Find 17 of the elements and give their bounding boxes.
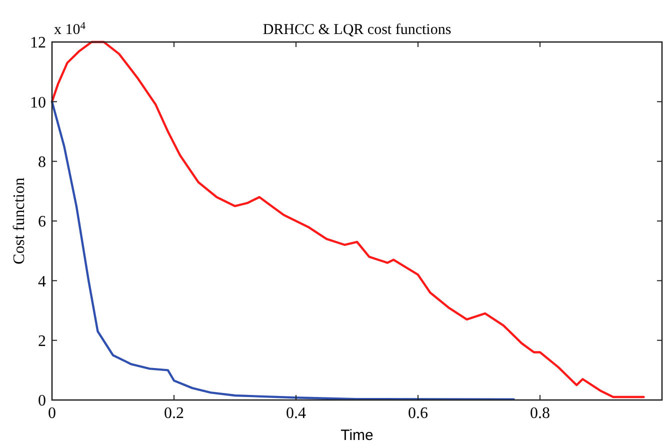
y-axis-title: Cost function (11, 178, 28, 264)
x-tick-label: 0.6 (408, 405, 428, 422)
text: x 10$^{4}$ (54, 20, 86, 38)
x-tick-label: 0.8 (530, 405, 550, 422)
y-tick-label: 2 (38, 332, 46, 350)
y-tick-label: 0 (38, 392, 46, 410)
y-tick-label: 10 (30, 94, 46, 112)
x-tick-label: 0.2 (164, 405, 184, 422)
line-series (50, 40, 645, 398)
x-axis-title: Time (340, 427, 374, 444)
y-tick-label: 8 (38, 154, 46, 171)
x-tick-label: 0.4 (286, 405, 306, 422)
line-series (50, 100, 515, 401)
y-tick-label: 4 (38, 273, 46, 290)
y-tick-label: 6 (38, 214, 46, 231)
chart-title: DRHCC & LQR cost functions (262, 22, 452, 38)
y-tick-label: 12 (30, 34, 46, 52)
